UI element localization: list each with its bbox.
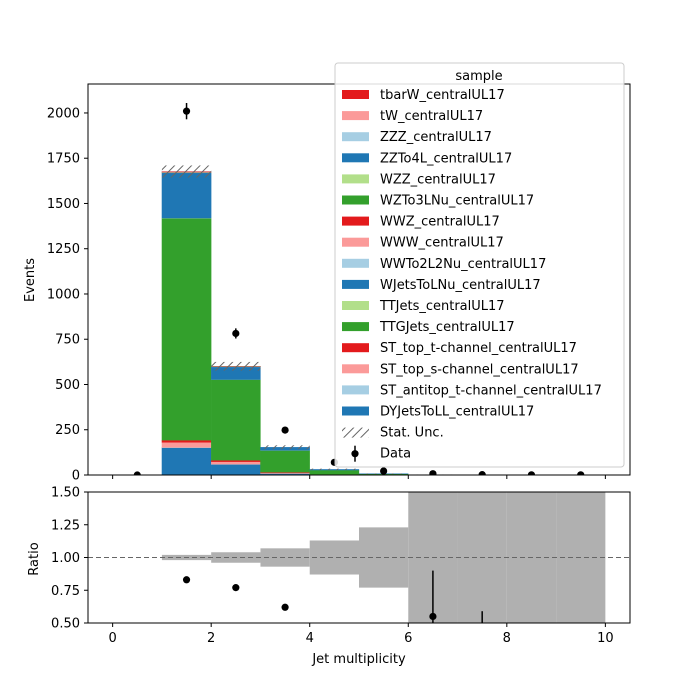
legend-swatch-ST_antitop_t-channel_centralUL17 [342, 385, 369, 395]
legend-swatch-ZZZ_centralUL17 [342, 132, 369, 142]
legend-swatch-WZZ_centralUL17 [342, 174, 369, 184]
ratio-point-3 [429, 612, 437, 621]
y-axis-label-ratio: Ratio [27, 542, 42, 575]
main-histogram-panel: 0 250 500 750 1000 1250 1500 1750 2000 Events [23, 83, 631, 484]
y-tick-label-250: 250 [55, 423, 80, 438]
legend-label-WWZ_centralUL17: WWZ_centralUL17 [380, 215, 500, 230]
legend-label-ST_antitop_t-channel_centralUL17: ST_antitop_t-channel_centralUL17 [380, 383, 602, 398]
legend-swatch-WWZ_centralUL17 [342, 216, 369, 226]
legend-label-tbarW_centralUL17: tbarW_centralUL17 [380, 88, 505, 103]
data-point-2 [232, 329, 240, 338]
legend-label-WZZ_centralUL17: WZZ_centralUL17 [380, 172, 496, 187]
legend-swatch-WZTo3LNu_centralUL17 [342, 195, 369, 205]
legend-swatch-TTJets_centralUL17 [342, 301, 369, 310]
y-tick-label-1000: 1000 [47, 287, 80, 302]
x-axis-label: Jet multiplicity [311, 652, 406, 667]
legend-swatch-tW_centralUL17 [342, 111, 369, 121]
legend-label-TTJets_centralUL17: TTJets_centralUL17 [379, 299, 505, 314]
legend-swatch-WWW_centralUL17 [342, 237, 369, 247]
legend-label-ZZZ_centralUL17: ZZZ_centralUL17 [380, 130, 492, 145]
stat-unc-bin-4 [309, 468, 359, 471]
y-tick-label-1500: 1500 [47, 197, 80, 212]
bar-DYJetsToLL_centralUL17-bin-2 [211, 464, 261, 475]
data-point-3 [281, 426, 289, 434]
data-point-9 [577, 471, 585, 475]
y-tick-label-0: 0 [72, 469, 80, 484]
y-tick-label-500: 500 [55, 378, 80, 393]
legend-label-TTGJets_centralUL17: TTGJets_centralUL17 [379, 320, 515, 335]
ratio-y-tick-label-4: 1.50 [51, 486, 80, 501]
x-tick-label-2: 2 [207, 631, 215, 646]
legend-label-WJetsToLNu_centralUL17: WJetsToLNu_centralUL17 [380, 278, 541, 293]
y-axis-label-events: Events [23, 258, 38, 302]
stat-unc-bin-2 [211, 361, 261, 371]
legend-swatch-DYJetsToLL_centralUL17 [342, 406, 369, 416]
legend-label-WZTo3LNu_centralUL17: WZTo3LNu_centralUL17 [380, 194, 534, 209]
ratio-y-tick-label-1: 0.75 [51, 584, 80, 599]
x-tick-label-10: 10 [597, 631, 614, 646]
legend-swatch-WJetsToLNu_centralUL17 [342, 279, 369, 289]
legend-label-stat-unc: Stat. Unc. [380, 426, 444, 441]
bar-DYJetsToLL_centralUL17-bin-1 [161, 447, 212, 475]
ratio-y-tick-label-3: 1.25 [51, 518, 80, 533]
legend-label-tW_centralUL17: tW_centralUL17 [380, 109, 483, 124]
legend-swatch-ZZTo4L_centralUL17 [342, 153, 369, 163]
ratio-y-tick-label-2: 1.00 [51, 551, 80, 566]
legend-swatch-TTGJets_centralUL17 [342, 322, 369, 332]
ratio-y-tick-label-0: 0.50 [51, 617, 80, 632]
bar-TTGJets_centralUL17-bin-2 [211, 379, 261, 461]
legend-label-ST_top_t-channel_centralUL17: ST_top_t-channel_centralUL17 [380, 341, 577, 356]
y-tick-label-1750: 1750 [47, 152, 80, 167]
bar-TTGJets_centralUL17-bin-3 [260, 450, 310, 473]
x-tick-label-4: 4 [306, 631, 314, 646]
legend: sample tbarW_centralUL17 tW_centralUL17 ZZ… [334, 62, 625, 468]
data-point-5 [380, 467, 388, 475]
bar-ST_top_t-channel_centralUL17-bin-2 [211, 460, 261, 462]
data-point-8 [527, 471, 536, 475]
bar-TTGJets_centralUL17-bin-4 [309, 469, 360, 475]
bar-ST_top_t-channel_centralUL17-bin-1 [161, 440, 212, 443]
stat-unc-bin-1 [161, 165, 212, 178]
ratio-point-0 [182, 576, 191, 584]
legend-title: sample [455, 69, 502, 84]
legend-swatch-stat-unc [342, 427, 369, 438]
ratio-point-2 [281, 603, 289, 611]
legend-label-DYJetsToLL_centralUL17: DYJetsToLL_centralUL17 [380, 405, 534, 420]
bar-ST_top_s-channel_centralUL17-bin-1 [161, 442, 212, 448]
legend-swatch-WWTo2L2Nu_centralUL17 [342, 258, 369, 268]
legend-label-WWW_centralUL17: WWW_centralUL17 [380, 236, 504, 251]
bar-WJetsToLNu_centralUL17-bin-1 [161, 172, 212, 219]
legend-label-ST_top_s-channel_centralUL17: ST_top_s-channel_centralUL17 [380, 362, 579, 377]
stat-unc-bin-3 [260, 445, 310, 450]
legend-frame [334, 62, 625, 468]
y-tick-label-2000: 2000 [47, 106, 80, 121]
x-tick-label-0: 0 [108, 631, 116, 646]
ratio-point-1 [232, 584, 240, 592]
ratio-unc-band-bin-2 [260, 548, 310, 567]
legend-label-data: Data [380, 447, 411, 462]
legend-data-marker [351, 450, 359, 458]
x-tick-label-8: 8 [503, 631, 511, 646]
legend-swatch-ST_top_s-channel_centralUL17 [342, 364, 369, 374]
ratio-panel: 0.50 0.75 1.00 1.25 1.50 0 2 4 6 8 10 Ratio Jet mu… [27, 486, 631, 667]
legend-label-ZZTo4L_centralUL17: ZZTo4L_centralUL17 [380, 151, 512, 166]
bar-TTGJets_centralUL17-bin-1 [161, 218, 212, 441]
ratio-point-4 [479, 630, 486, 637]
legend-label-WWTo2L2Nu_centralUL17: WWTo2L2Nu_centralUL17 [380, 257, 546, 272]
y-tick-label-750: 750 [55, 333, 80, 348]
legend-swatch-tbarW_centralUL17 [342, 90, 369, 99]
x-tick-label-6: 6 [404, 631, 412, 646]
data-point-7 [478, 471, 486, 475]
bar-ST_top_s-channel_centralUL17-bin-2 [211, 461, 261, 465]
data-point-0 [133, 471, 141, 475]
data-point-6 [429, 470, 437, 475]
data-point-1 [182, 107, 191, 115]
legend-swatch-ST_top_t-channel_centralUL17 [342, 343, 369, 353]
ratio-unc-band-bin-3 [309, 540, 359, 575]
y-tick-label-1250: 1250 [47, 242, 80, 257]
